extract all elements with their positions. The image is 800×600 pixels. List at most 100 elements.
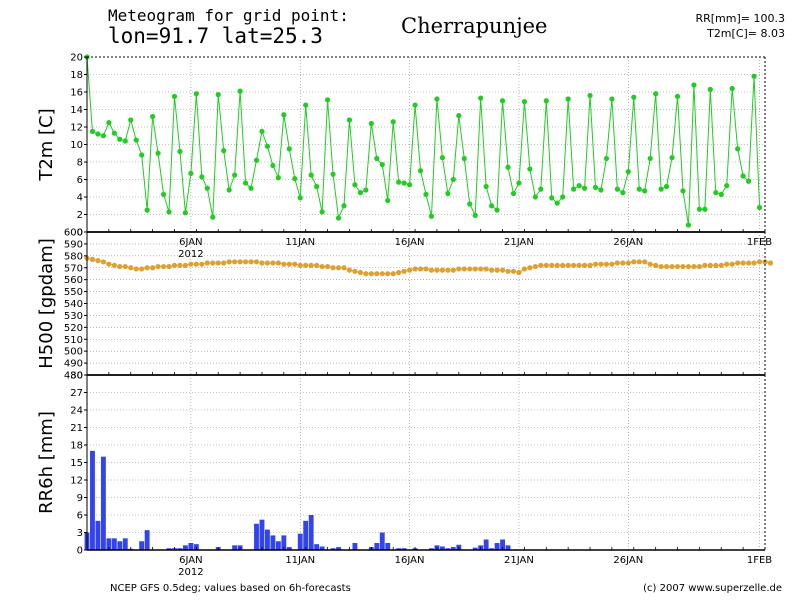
rr6h-bar: [494, 543, 500, 550]
t2m-point: [691, 82, 697, 88]
t2m-point: [647, 155, 653, 162]
h500-point: [740, 260, 746, 266]
t2m-point: [642, 188, 648, 194]
h500-point: [133, 266, 139, 272]
t2m-point: [232, 172, 238, 178]
t2m-point: [505, 164, 511, 170]
rr6h-date-label: 26JAN: [613, 555, 643, 566]
t2m-point: [188, 170, 194, 176]
t2m-point: [653, 91, 659, 97]
h500-point: [603, 261, 610, 267]
t2m-point: [281, 112, 287, 118]
rr6h-bar: [144, 530, 150, 550]
h500-point: [745, 260, 752, 266]
t2m-point: [718, 191, 724, 197]
rr6h-bar: [330, 548, 336, 550]
h500-point: [150, 265, 156, 271]
rr6h-ytick-label: 6: [77, 511, 83, 522]
t2m-point: [374, 155, 380, 162]
rr6h-bar: [505, 545, 511, 550]
t2m-date-label: 16JAN: [395, 237, 425, 248]
t2m-point: [155, 150, 161, 156]
h500-point: [532, 263, 538, 270]
rr6h-bar: [429, 548, 434, 550]
rr6h-bar: [281, 535, 287, 550]
h500-point: [275, 260, 281, 266]
t2m-year-label: 2012: [178, 249, 203, 260]
t2m-point: [253, 157, 260, 163]
h500-point: [434, 267, 440, 273]
h500-point: [658, 263, 664, 270]
t2m-point: [439, 155, 446, 161]
h500-point: [330, 265, 336, 271]
t2m-point: [631, 94, 637, 100]
h500-point: [505, 268, 511, 274]
h500-point: [478, 266, 484, 272]
h500-point: [396, 269, 402, 276]
h500-point: [461, 266, 467, 272]
rr6h-bar: [396, 548, 402, 550]
t2m-point: [324, 97, 331, 103]
h500-point: [663, 263, 670, 270]
t2m-point: [483, 183, 489, 190]
rr6h-ytick-label: 12: [70, 476, 83, 487]
t2m-point: [680, 188, 686, 194]
h500-point: [707, 262, 713, 268]
h500-point: [368, 271, 374, 277]
rr6h-bar: [100, 456, 106, 550]
rr6h-date-label: 16JAN: [395, 555, 425, 566]
h500-point: [625, 260, 631, 266]
h500-point: [467, 266, 473, 272]
t2m-point: [221, 148, 227, 154]
h500-ytick-label: 600: [64, 228, 83, 239]
h500-point: [128, 265, 134, 271]
t2m-point: [527, 166, 533, 172]
h500-point: [160, 263, 167, 270]
rr6h-ylabel: RR6h [mm]: [36, 411, 57, 514]
t2m-series-line: [86, 56, 761, 226]
t2m-point: [581, 185, 588, 191]
rr6h-bar: [111, 538, 117, 550]
rr6h-bar: [177, 548, 183, 550]
h500-point: [685, 263, 692, 270]
h500-point: [374, 271, 380, 277]
h500-point: [122, 263, 128, 270]
t2m-point: [363, 187, 369, 193]
t2m-point: [275, 175, 281, 181]
h500-point: [401, 268, 407, 274]
t2m-point: [472, 212, 478, 218]
t2m-ytick-label: 6: [77, 175, 83, 186]
h500-point: [510, 268, 517, 274]
t2m-point: [412, 102, 418, 108]
h500-point: [155, 263, 161, 270]
t2m-point: [379, 162, 385, 168]
t2m-point: [729, 85, 735, 92]
h500-point: [571, 262, 577, 268]
rr6h-bar: [254, 523, 259, 550]
location-name: Cherrapunjee: [401, 14, 548, 38]
t2m-ytick-label: 14: [70, 105, 83, 116]
h500-point: [669, 263, 675, 270]
h500-point: [237, 259, 243, 265]
h500-point: [696, 263, 702, 270]
t2m-point: [669, 155, 675, 161]
t2m-point: [226, 187, 232, 193]
t2m-point: [663, 183, 670, 190]
rr6h-bar: [286, 547, 292, 550]
t2m-point: [385, 197, 391, 204]
rr6h-bar: [450, 547, 456, 550]
h500-point: [450, 267, 456, 273]
t2m-point: [171, 93, 178, 99]
h500-point: [182, 262, 189, 268]
t2m-point: [396, 179, 402, 185]
t2m-point: [401, 180, 407, 186]
t2m-point: [106, 120, 112, 126]
rr6h-ytick-label: 27: [70, 388, 83, 399]
rr6h-ytick-label: 15: [70, 458, 83, 469]
t2m-ytick-label: 12: [70, 123, 83, 134]
t2m-point: [565, 96, 571, 102]
h500-point: [319, 263, 325, 270]
h500-point: [713, 262, 719, 268]
